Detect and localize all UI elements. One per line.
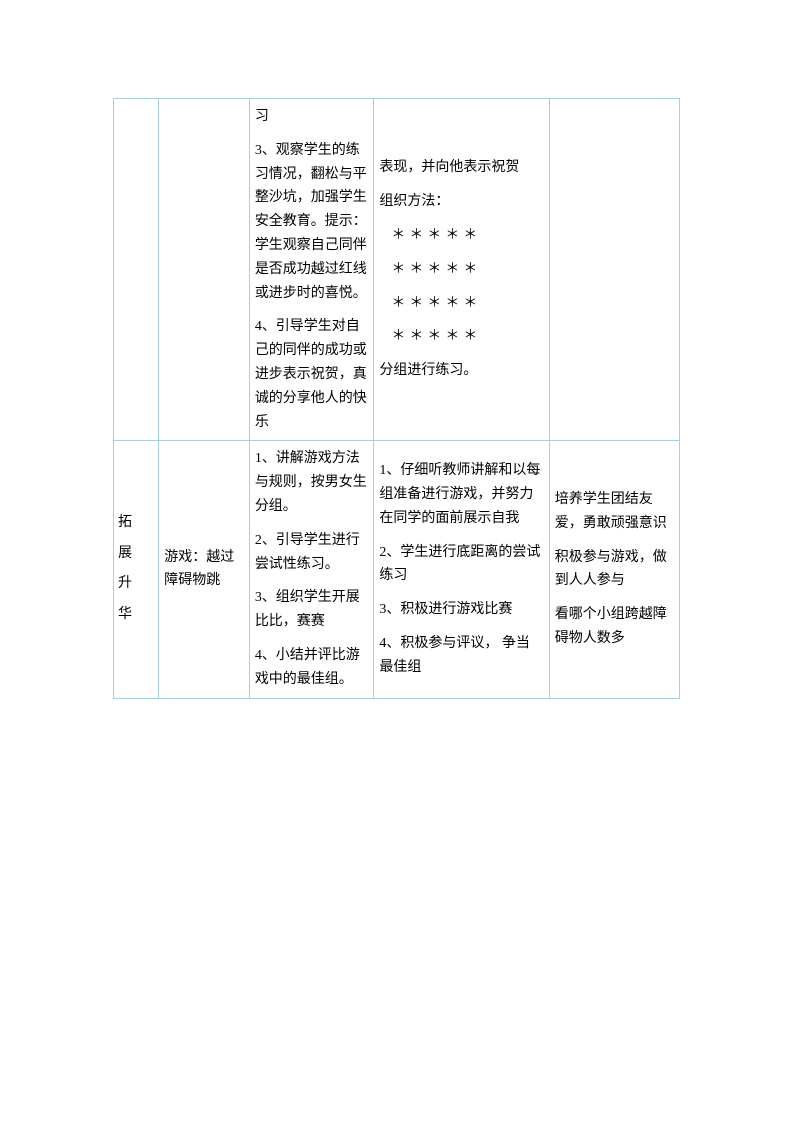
- para: 表现，并向他表示祝贺: [379, 156, 543, 180]
- para: 3、组织学生开展比比，赛赛: [255, 586, 369, 634]
- stage-char: 展: [118, 539, 153, 570]
- formation-line: ＊＊＊＊＊: [379, 292, 543, 316]
- stage-char: 升: [118, 569, 153, 600]
- para: 习: [255, 105, 369, 129]
- cell-r1c1: [114, 99, 159, 441]
- table-row: 拓 展 升 华 游戏：越过障碍物跳 1、讲解游戏方法与规则，按男女生分组。 2、…: [114, 441, 680, 698]
- para: 2、学生进行底距离的尝试练习: [379, 541, 543, 589]
- stage-char: 华: [118, 600, 153, 631]
- formation-line: ＊＊＊＊＊: [379, 325, 543, 349]
- cell-r1c2: [159, 99, 250, 441]
- para: 4、积极参与评议， 争当最佳组: [379, 632, 543, 680]
- cell-r2c2: 游戏：越过障碍物跳: [159, 441, 250, 698]
- para: 1、讲解游戏方法与规则，按男女生分组。: [255, 447, 369, 518]
- stage-char: 拓: [118, 508, 153, 539]
- cell-r1c3: 习 3、观察学生的练习情况，翻松与平整沙坑，加强学生安全教育。提示：学生观察自己…: [249, 99, 374, 441]
- formation-line: ＊＊＊＊＊: [379, 224, 543, 248]
- para: 分组进行练习。: [379, 359, 543, 383]
- cell-r1c4: 表现，并向他表示祝贺 组织方法： ＊＊＊＊＊ ＊＊＊＊＊ ＊＊＊＊＊ ＊＊＊＊＊…: [374, 99, 549, 441]
- para: 3、观察学生的练习情况，翻松与平整沙坑，加强学生安全教育。提示：学生观察自己同伴…: [255, 139, 369, 306]
- cell-r2c3: 1、讲解游戏方法与规则，按男女生分组。 2、引导学生进行尝试性练习。 3、组织学…: [249, 441, 374, 698]
- para: 培养学生团结友爱，勇敢顽强意识: [555, 488, 674, 536]
- para: 组织方法：: [379, 190, 543, 214]
- lesson-plan-table: 习 3、观察学生的练习情况，翻松与平整沙坑，加强学生安全教育。提示：学生观察自己…: [113, 98, 680, 699]
- para: 积极参与游戏，做到人人参与: [555, 546, 674, 594]
- cell-r2c5: 培养学生团结友爱，勇敢顽强意识 积极参与游戏，做到人人参与 看哪个小组跨越障碍物…: [549, 441, 679, 698]
- cell-r2c4: 1、仔细听教师讲解和以每组准备进行游戏，并努力在同学的面前展示自我 2、学生进行…: [374, 441, 549, 698]
- para: 4、引导学生对自己的同伴的成功或进步表示祝贺，真诚的分享他人的快乐: [255, 315, 369, 434]
- cell-r2c1: 拓 展 升 华: [114, 441, 159, 698]
- document-page: 习 3、观察学生的练习情况，翻松与平整沙坑，加强学生安全教育。提示：学生观察自己…: [0, 0, 793, 699]
- table-row: 习 3、观察学生的练习情况，翻松与平整沙坑，加强学生安全教育。提示：学生观察自己…: [114, 99, 680, 441]
- cell-r1c5: [549, 99, 679, 441]
- para: 4、小结并评比游戏中的最佳组。: [255, 644, 369, 692]
- formation-line: ＊＊＊＊＊: [379, 258, 543, 282]
- para: 3、积极进行游戏比赛: [379, 598, 543, 622]
- para: 2、引导学生进行尝试性练习。: [255, 529, 369, 577]
- para: 1、仔细听教师讲解和以每组准备进行游戏，并努力在同学的面前展示自我: [379, 459, 543, 530]
- para: 看哪个小组跨越障碍物人数多: [555, 603, 674, 651]
